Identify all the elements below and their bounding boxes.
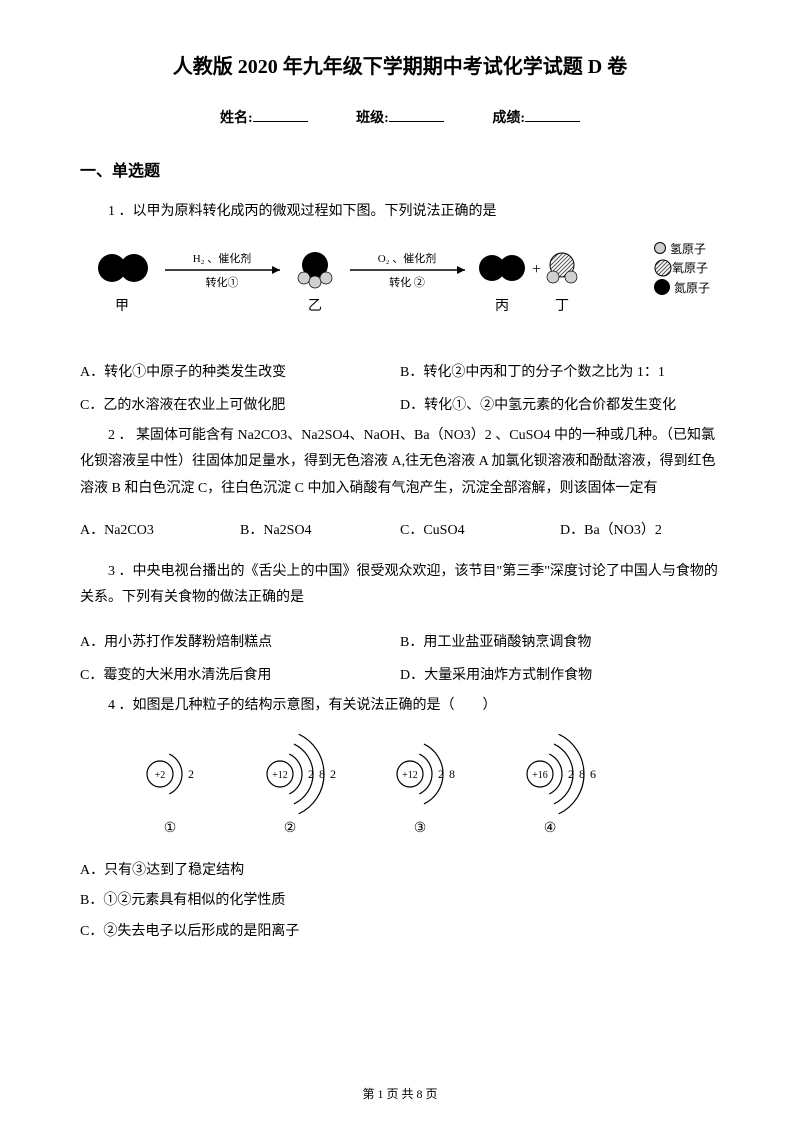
q4-text: 4 ．如图是几种粒子的结构示意图，有关说法正确的是（ ） (80, 693, 720, 720)
svg-text:8: 8 (449, 767, 455, 781)
score-label: 成绩: (492, 111, 525, 126)
svg-text:④: ④ (544, 821, 557, 836)
q4-opt-a: A．只有③达到了稳定结构 (80, 856, 720, 887)
page-title: 人教版 2020 年九年级下学期期中考试化学试题 D 卷 (80, 50, 720, 79)
svg-text:2: 2 (330, 767, 336, 781)
score-blank (525, 121, 580, 122)
q3-opt-b: B．用工业盐亚硝酸钠烹调食物 (400, 626, 720, 660)
q1-opt-b: B．转化②中丙和丁的分子个数之比为 1：1 (400, 356, 720, 390)
legend-h: 氢原子 (670, 240, 706, 257)
q2-opt-a: A．Na2CO3 (80, 517, 240, 545)
q2-opt-d: D．Ba（NO3）2 (560, 517, 720, 545)
svg-text:丁: 丁 (555, 299, 569, 314)
reaction-svg: H₂ 、催化剂 转化① O₂ 、催化剂 转化 ② + 甲 乙 丙 丁 (80, 240, 720, 320)
q1-opt-c: C．乙的水溶液在农业上可做化肥 (80, 389, 400, 423)
q1-options: A．转化①中原子的种类发生改变 B．转化②中丙和丁的分子个数之比为 1：1 C．… (80, 356, 720, 423)
svg-text:②: ② (284, 821, 297, 836)
h-atom-icon (654, 242, 666, 254)
o-atom-icon (654, 259, 672, 277)
svg-text:2: 2 (188, 767, 194, 781)
q2-opt-c: C．CuSO4 (400, 517, 560, 545)
q4-opt-c: C．②失去电子以后形成的是阳离子 (80, 917, 720, 948)
q3-text: 3 ．中央电视台播出的《舌尖上的中国》很受观众欢迎，该节目"第三季"深度讨论了中… (80, 559, 720, 612)
q3-opt-a: A．用小苏打作发酵粉焙制糕点 (80, 626, 400, 660)
svg-text:转化①: 转化① (206, 275, 239, 289)
n-atom-icon (654, 279, 670, 295)
q3-options: A．用小苏打作发酵粉焙制糕点 B．用工业盐亚硝酸钠烹调食物 C．霉变的大米用水清… (80, 626, 720, 693)
svg-text:乙: 乙 (308, 298, 322, 314)
q4-diagram: +22①+12282②+1228③+16286④ (120, 734, 720, 844)
q2-opt-b: B．Na2SO4 (240, 517, 400, 545)
q4-options: A．只有③达到了稳定结构 B．①②元素具有相似的化学性质 C．②失去电子以后形成… (80, 856, 720, 948)
svg-text:丙: 丙 (495, 299, 509, 314)
q2-options: A．Na2CO3 B．Na2SO4 C．CuSO4 D．Ba（NO3）2 (80, 517, 720, 545)
svg-text:甲: 甲 (115, 299, 129, 314)
svg-text:6: 6 (590, 767, 596, 781)
svg-text:+2: +2 (155, 770, 166, 781)
svg-text:①: ① (164, 821, 177, 836)
class-label: 班级: (356, 111, 389, 126)
svg-text:+12: +12 (402, 770, 418, 781)
q1-text: 1 ．以甲为原料转化成丙的微观过程如下图。下列说法正确的是 (80, 199, 720, 226)
q3-opt-c: C．霉变的大米用水清洗后食用 (80, 659, 400, 693)
q1-opt-a: A．转化①中原子的种类发生改变 (80, 356, 400, 390)
svg-text:H₂ 、催化剂: H₂ 、催化剂 (193, 251, 252, 265)
svg-text:+12: +12 (272, 770, 288, 781)
svg-text:③: ③ (414, 821, 427, 836)
page-footer: 第 1 页 共 8 页 (0, 1085, 800, 1102)
name-label: 姓名: (220, 111, 253, 126)
atom-structures-svg: +22①+12282②+1228③+16286④ (120, 734, 620, 844)
q4-opt-b: B．①②元素具有相似的化学性质 (80, 886, 720, 917)
q3-opt-d: D．大量采用油炸方式制作食物 (400, 659, 720, 693)
q1-legend: 氢原子 氧原子 氮原子 (654, 240, 710, 298)
svg-text:O₂ 、催化剂: O₂ 、催化剂 (378, 251, 437, 265)
svg-text:+: + (532, 261, 541, 278)
svg-text:+16: +16 (532, 770, 548, 781)
q2-text: 2 ． 某固体可能含有 Na2CO3、Na2SO4、NaOH、Ba（NO3）2 … (80, 423, 720, 503)
class-blank (389, 121, 444, 122)
name-blank (253, 121, 308, 122)
legend-o: 氧原子 (672, 259, 708, 276)
q1-opt-d: D．转化①、②中氢元素的化合价都发生变化 (400, 389, 720, 423)
svg-text:转化 ②: 转化 ② (389, 275, 425, 289)
legend-n: 氮原子 (674, 279, 710, 296)
q1-diagram: H₂ 、催化剂 转化① O₂ 、催化剂 转化 ② + 甲 乙 丙 丁 氢原子 (80, 240, 720, 340)
info-line: 姓名: 班级: 成绩: (80, 107, 720, 127)
section-header: 一、单选题 (80, 157, 720, 181)
